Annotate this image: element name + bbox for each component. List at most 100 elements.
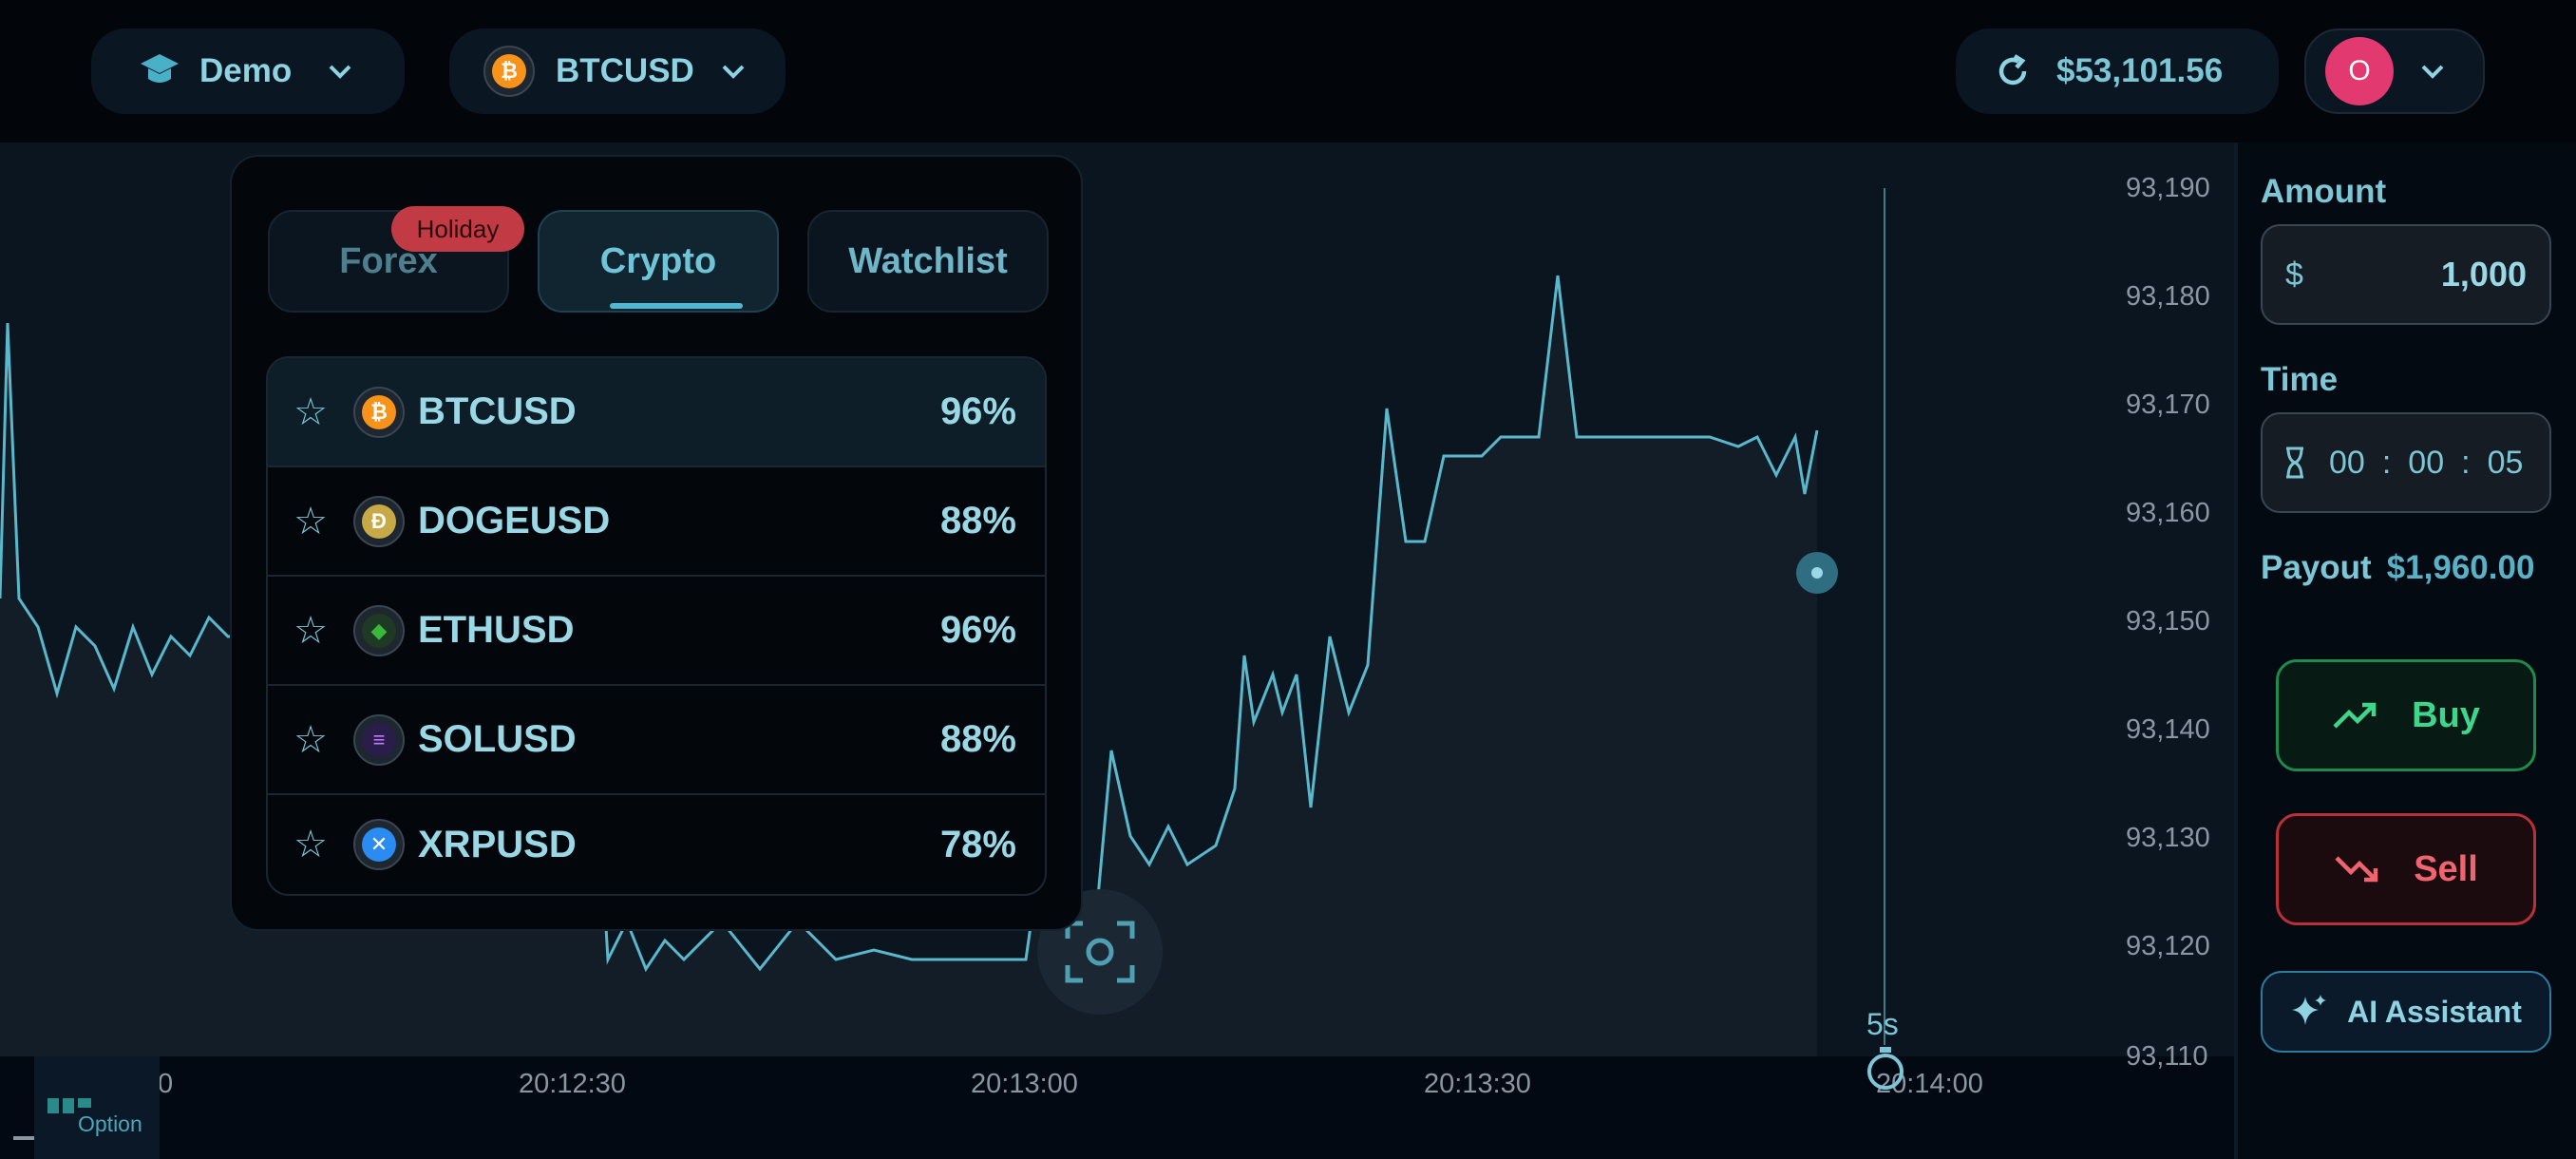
sell-button[interactable]: Sell [2276,813,2536,925]
panel-divider [2234,142,2238,1159]
avatar: O [2325,37,2394,105]
asset-payout: 96% [939,390,1016,432]
asset-row-ethusd[interactable]: ☆ ◆ ETHUSD 96% [268,577,1045,686]
stopwatch-icon [1867,1047,1904,1090]
asset-payout: 88% [939,718,1016,760]
payout-value: $1,960.00 [2386,549,2535,586]
ethereum-icon: ◆ [353,604,405,656]
time-hours: 00 [2329,444,2365,481]
asset-row-dogeusd[interactable]: ☆ Ð DOGEUSD 88% [268,467,1045,577]
profile-menu[interactable]: O [2304,28,2485,114]
tab-watchlist-label: Watchlist [848,240,1008,281]
y-tick: 93,140 [2126,714,2210,745]
x-tick: 20:13:30 [1424,1069,1531,1099]
account-label: Demo [199,52,293,89]
asset-name: ETHUSD [418,609,575,651]
holiday-badge: Holiday [391,206,524,252]
payout-row: Payout $1,960.00 [2261,549,2534,587]
x-tick: 20:13:00 [971,1069,1078,1099]
price-line [0,275,1819,973]
corner-mark [13,1136,34,1140]
chevron-down-icon [722,65,745,79]
amount-input[interactable]: $ 1,000 [2261,224,2551,325]
account-selector[interactable]: Demo [91,28,405,114]
tab-watchlist[interactable]: Watchlist [807,210,1049,313]
chart-bottom-strip [0,1056,2234,1159]
y-tick: 93,110 [2126,1041,2208,1072]
x-tick: 20:12:30 [519,1069,626,1099]
time-seconds: 05 [2487,444,2524,481]
sparkle-icon [2292,995,2327,1025]
logo-mark-icon [47,1098,91,1113]
tab-crypto-label: Crypto [599,240,717,281]
currency-symbol: $ [2285,256,2303,293]
asset-payout: 96% [939,609,1016,651]
coin-glyph: ≡ [372,727,386,751]
chevron-down-icon [329,65,351,79]
y-tick: 93,130 [2126,823,2210,853]
buy-button[interactable]: Buy [2276,659,2536,771]
screenshot-icon[interactable] [1062,914,1138,990]
balance-value: $53,101.56 [2056,52,2224,89]
expiry-timer-label: 5s [1866,1007,1899,1041]
x-tick: 0 [158,1069,174,1099]
star-icon[interactable]: ☆ [294,390,328,433]
tab-crypto[interactable]: Crypto [538,210,779,313]
active-tab-indicator [610,303,743,309]
amount-value: 1,000 [2440,255,2527,294]
trend-up-icon [2333,702,2377,729]
coin-glyph: Ð [371,508,387,533]
solana-icon: ≡ [353,713,405,766]
chevron-down-icon [2421,65,2444,79]
star-icon[interactable]: ☆ [294,609,328,652]
current-price-dot-core [1811,567,1823,579]
ai-assistant-button[interactable]: AI Assistant [2261,971,2551,1053]
time-minutes: 00 [2408,444,2445,481]
coin-glyph: ◆ [370,618,388,642]
y-tick: 93,120 [2126,931,2210,961]
graduation-cap-icon [141,54,179,83]
asset-name: SOLUSD [418,718,577,760]
time-input[interactable]: 00 : 00 : 05 [2261,412,2551,513]
amount-label: Amount [2261,173,2387,210]
y-tick: 93,170 [2126,390,2210,420]
bitcoin-icon: ₿ [353,386,405,438]
logo-text: Option [78,1112,142,1136]
asset-payout: 88% [939,500,1016,542]
holiday-badge-label: Holiday [416,214,500,243]
trend-down-icon [2335,856,2378,883]
time-separator: : [2381,444,2392,481]
coin-glyph: ₿ [370,399,388,424]
xrp-icon: ✕ [353,819,405,870]
time-separator: : [2461,444,2471,481]
time-label: Time [2261,361,2339,398]
y-tick: 93,190 [2126,173,2210,203]
sell-label: Sell [2414,848,2478,889]
avatar-letter: O [2348,55,2371,86]
asset-row-xrpusd[interactable]: ☆ ✕ XRPUSD 78% [268,795,1045,894]
asset-payout: 78% [939,823,1016,865]
y-tick: 93,160 [2126,498,2210,528]
asset-name: BTCUSD [418,390,577,432]
symbol-label: BTCUSD [556,52,694,89]
star-icon[interactable]: ☆ [294,718,328,761]
symbol-selector[interactable]: ₿ BTCUSD [449,28,786,114]
hourglass-icon [2286,446,2303,479]
asset-list [266,356,1047,896]
asset-name: XRPUSD [418,823,577,865]
buy-label: Buy [2412,694,2480,735]
ai-assistant-label: AI Assistant [2347,994,2522,1029]
star-icon[interactable]: ☆ [294,824,328,865]
y-tick: 93,150 [2126,606,2210,636]
refresh-icon[interactable] [1994,52,2032,90]
balance-display[interactable]: $53,101.56 [1956,28,2279,114]
payout-label: Payout [2261,549,2372,586]
asset-name: DOGEUSD [418,500,611,542]
brand-logo: Option [34,1056,160,1159]
y-tick: 93,180 [2126,281,2210,312]
coin-glyph: ✕ [369,832,388,856]
asset-row-solusd[interactable]: ☆ ≡ SOLUSD 88% [268,686,1045,795]
asset-row-btcusd[interactable]: ☆ ₿ BTCUSD 96% [268,358,1045,467]
asset-dropdown: Forex Holiday Crypto Watchlist ☆ ₿ BTCUS… [230,155,1083,931]
star-icon[interactable]: ☆ [294,500,328,542]
